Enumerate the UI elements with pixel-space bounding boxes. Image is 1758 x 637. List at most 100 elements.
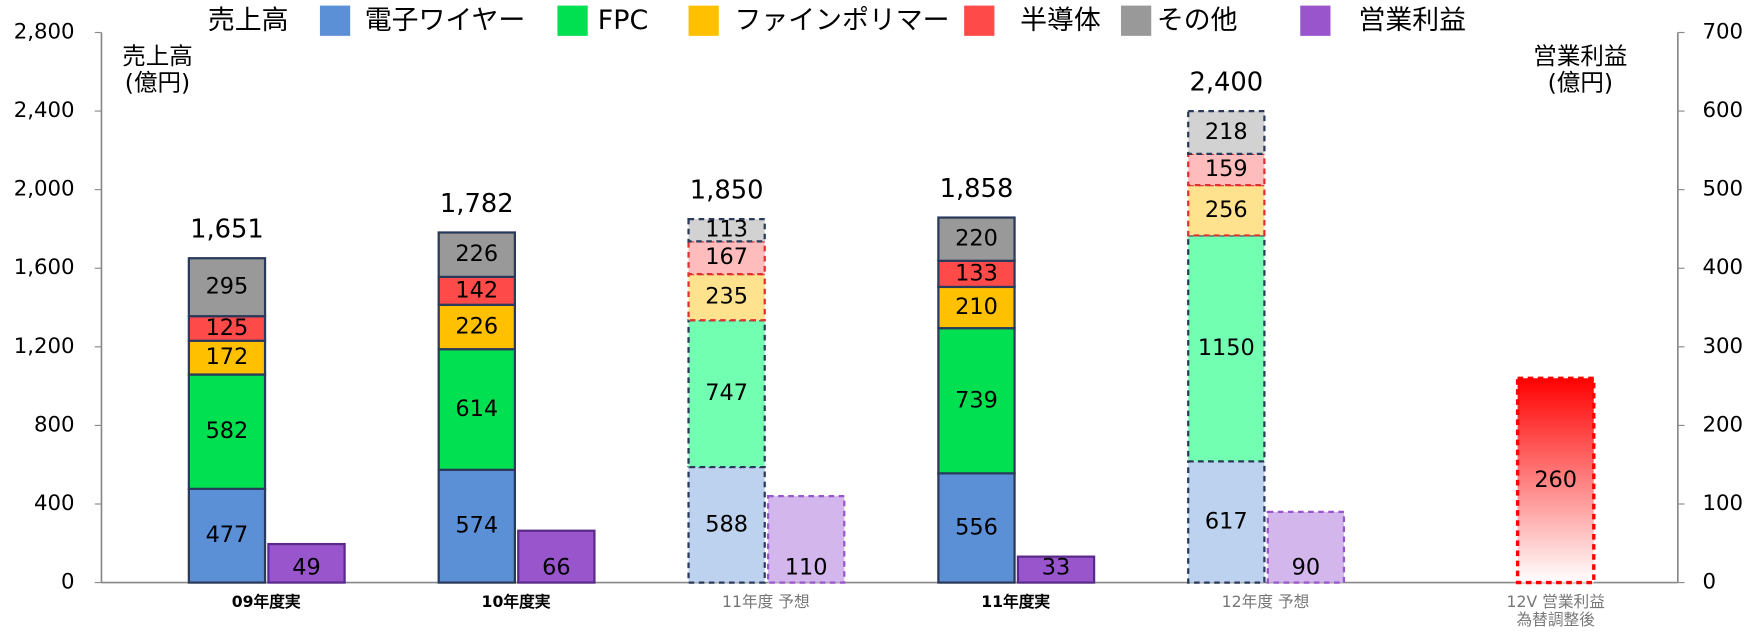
profit-label: 90	[1292, 555, 1320, 581]
segment-label: 218	[1205, 119, 1248, 145]
profit-bar	[267, 542, 346, 584]
segment-label: 235	[705, 284, 748, 310]
segment-label: 574	[455, 513, 498, 539]
total-label: 1,782	[440, 189, 514, 219]
bar-segment	[937, 472, 1016, 584]
bar-segment	[687, 465, 766, 584]
x-label-box: 10年度実	[481, 593, 551, 612]
bar-segment	[187, 339, 267, 376]
total-label: 1,858	[940, 174, 1014, 204]
x-label-box: 11年度実	[981, 593, 1051, 612]
legend-swatch	[557, 5, 588, 36]
x-label-box: 12V 営業利益 為替調整後	[1506, 593, 1605, 630]
bar-segment	[1187, 234, 1266, 463]
x-label-box: 09年度実	[231, 593, 301, 612]
legend-swatch	[1120, 5, 1152, 36]
segment-label: 556	[955, 514, 998, 540]
bar-segment	[437, 275, 517, 306]
profit-bar	[517, 529, 596, 584]
y-tick-label: 2,400	[14, 98, 75, 123]
segment-label: 113	[705, 217, 748, 243]
segment-label: 739	[955, 387, 998, 413]
x-tick-label: 11年度 予想	[721, 593, 810, 612]
segment-label: 210	[955, 294, 998, 320]
profit-bar	[766, 495, 846, 584]
legend-label: FPC	[598, 5, 648, 36]
segment-label: 614	[455, 396, 498, 422]
bar-segment	[687, 273, 766, 322]
bar-segment	[437, 231, 517, 279]
segment-label: 1150	[1198, 335, 1255, 361]
bar-segment	[937, 285, 1016, 330]
legend-swatch	[688, 5, 719, 36]
x-tick-label: 11年度実	[981, 593, 1051, 612]
y-tick-label: 2,800	[14, 19, 75, 44]
y2-tick-label: 400	[1702, 255, 1743, 280]
segment-label: 226	[455, 241, 498, 267]
x-tick-label: 12V 営業利益 為替調整後	[1506, 593, 1605, 630]
y2-tick-label: 500	[1702, 177, 1743, 202]
segment-label: 256	[1205, 197, 1248, 223]
profit-bar	[1016, 555, 1096, 584]
x-label-box: 11年度 予想	[721, 593, 810, 612]
y-tick-label: 1,200	[14, 334, 75, 359]
y2-tick-label: 600	[1702, 98, 1743, 123]
y-tick-label: 800	[34, 412, 75, 437]
y-tick-label: 400	[34, 491, 75, 516]
legend-swatch	[319, 5, 351, 36]
segment-label: 133	[955, 260, 998, 286]
bar-segment	[687, 240, 766, 276]
bar-segment	[187, 373, 267, 490]
segment-label: 172	[206, 344, 249, 370]
legend-swatch	[964, 5, 995, 36]
bar-segment	[1187, 184, 1266, 237]
bar-segment	[937, 216, 1016, 262]
legend-label: ファインポリマー	[734, 5, 949, 36]
bar-segment	[437, 468, 517, 584]
segment-label: 582	[206, 418, 249, 444]
profit-label: 66	[542, 555, 571, 581]
bar-segment	[187, 257, 267, 318]
y2-tick-label: 300	[1702, 334, 1743, 359]
segment-label: 220	[955, 226, 998, 252]
segment-label: 617	[1205, 508, 1248, 534]
legend-label: 半導体	[1020, 5, 1101, 36]
y-axis-label: 売上高 (億円)	[122, 42, 193, 97]
x-tick-label: 09年度実	[231, 593, 301, 612]
x-label-box: 12年度 予想	[1221, 593, 1310, 612]
bar-segment	[937, 259, 1016, 289]
x-tick-label: 10年度実	[481, 593, 551, 612]
bar-segment	[1187, 152, 1266, 187]
y-tick-label: 0	[61, 570, 75, 595]
profit-label: 260	[1534, 467, 1577, 493]
y2-tick-label: 200	[1702, 412, 1743, 437]
segment-label: 295	[206, 274, 249, 300]
segment-label: 125	[206, 315, 249, 341]
legend-label: 電子ワイヤー	[365, 5, 525, 36]
segment-label: 747	[705, 380, 748, 406]
y2-tick-label: 0	[1702, 570, 1716, 595]
profit-label: 49	[292, 555, 320, 581]
total-label: 1,651	[190, 215, 264, 245]
segment-label: 588	[705, 511, 748, 537]
profit-label: 110	[785, 555, 828, 581]
total-label: 2,400	[1189, 68, 1263, 98]
segment-label: 226	[455, 313, 498, 339]
y-tick-label: 1,600	[14, 255, 75, 280]
legend-swatch	[1300, 5, 1331, 36]
segment-label: 159	[1205, 156, 1248, 182]
bar-segment	[937, 327, 1016, 475]
bar-segment	[687, 319, 766, 469]
y2-tick-label: 700	[1702, 19, 1743, 44]
y2-label-box: 営業利益 (億円)	[1533, 43, 1627, 97]
y-tick-label: 2,000	[14, 177, 75, 202]
legend-label: 営業利益	[1359, 5, 1467, 36]
profit-bar	[1266, 510, 1346, 584]
legend-label: その他	[1157, 5, 1238, 36]
segment-label: 167	[705, 244, 748, 270]
x-tick-label: 12年度 予想	[1221, 593, 1310, 612]
bar-segment	[187, 315, 267, 342]
bar-segment	[1187, 109, 1266, 156]
y-label-box: 売上高 (億円)	[122, 42, 193, 97]
